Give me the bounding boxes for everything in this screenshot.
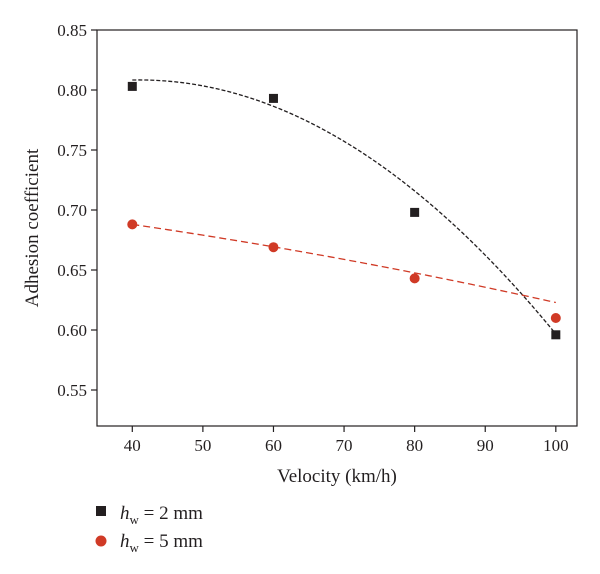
x-tick-label: 90 (477, 436, 494, 455)
y-tick-label: 0.60 (57, 321, 87, 340)
y-tick-label: 0.65 (57, 261, 87, 280)
fit-line-series-1 (132, 79, 557, 335)
x-tick-label: 60 (265, 436, 282, 455)
legend-entry-series-1: hw = 2 mm (96, 503, 203, 527)
plot-frame (96, 29, 578, 427)
x-axis: 40 50 60 70 80 90 100 (124, 426, 569, 455)
legend-circle-marker (95, 535, 107, 547)
y-tick-label: 0.55 (57, 381, 87, 400)
x-tick-label: 40 (124, 436, 141, 455)
plot-area (96, 29, 578, 427)
data-point-series-2 (550, 313, 561, 323)
y-tick-label: 0.80 (57, 81, 87, 100)
data-point-series-2 (127, 219, 138, 230)
y-tick-label: 0.85 (57, 21, 87, 40)
y-tick-label: 0.75 (57, 141, 87, 160)
x-axis-title: Velocity (km/h) (277, 466, 397, 487)
y-tick-label: 0.70 (57, 201, 87, 220)
x-tick-label: 50 (194, 436, 211, 455)
x-tick-label: 80 (406, 436, 423, 455)
data-point-series-1 (268, 93, 278, 103)
data-point-series-2 (268, 242, 279, 253)
data-point-series-1 (551, 330, 561, 340)
fit-lines (132, 79, 557, 335)
legend: hw = 2 mm hw = 5 mm (95, 503, 203, 555)
data-point-series-2 (409, 273, 420, 284)
x-tick-label: 100 (543, 436, 569, 455)
legend-label-series-1: hw = 2 mm (120, 503, 203, 527)
x-tick-label: 70 (336, 436, 353, 455)
fit-line-series-2 (132, 223, 556, 304)
legend-entry-series-2: hw = 5 mm (95, 531, 203, 555)
y-axis: 0.55 0.60 0.65 0.70 0.75 0.80 0.85 (57, 21, 97, 400)
data-markers (127, 81, 561, 340)
legend-label-series-2: hw = 5 mm (120, 531, 203, 555)
legend-square-marker (96, 506, 106, 516)
data-point-series-1 (410, 207, 420, 217)
y-axis-title: Adhesion coefficient (22, 148, 43, 307)
data-point-series-1 (127, 81, 137, 91)
